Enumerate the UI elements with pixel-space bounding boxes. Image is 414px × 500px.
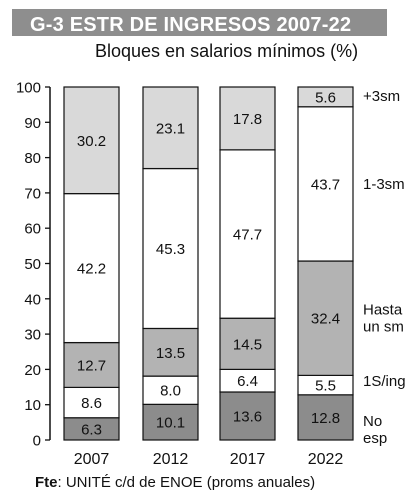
- side-legend: No esp 1S/ing Hasta un sm 1-3sm +3sm: [363, 88, 406, 447]
- bar-segment-label: 13.5: [156, 345, 185, 362]
- bar-segment-label: 5.5: [315, 378, 336, 395]
- legend-label-line: 1-3sm: [363, 176, 405, 193]
- bar-segment: [63, 86, 120, 195]
- bar-segment: [297, 86, 354, 108]
- chart-title: G-3 ESTR DE INGRESOS 2007-22: [30, 14, 352, 36]
- bar-segment-label: 6.4: [237, 373, 258, 390]
- y-tick-label: 80: [24, 150, 41, 167]
- bar-segment: [142, 403, 199, 441]
- bar-segment-label: 8.0: [160, 383, 181, 400]
- y-tick-label: 0: [33, 433, 41, 450]
- y-axis: 0 10 20 30 40 50 60 70 80 90 100: [16, 80, 51, 450]
- chart-subtitle: Bloques en salarios mínimos (%): [95, 41, 359, 61]
- bar-segment-label: 13.6: [233, 408, 262, 425]
- bar-stack: 12.8 5.5 32.4 43.7 5.6: [297, 86, 354, 441]
- bar-segment-label: 8.6: [81, 395, 102, 412]
- bar-segment-label: 47.7: [233, 227, 262, 244]
- legend-label-line: No: [363, 413, 382, 430]
- bars-layer: 6.3 8.6 12.7 42.2 30.2 10.1 8.0 13.5 45.3 23.1 13.…: [63, 86, 354, 441]
- bar-segment-label: 30.2: [77, 133, 106, 150]
- y-tick-label: 90: [24, 115, 41, 132]
- y-tick-label: 10: [24, 397, 41, 414]
- bar-segment-label: 17.8: [233, 111, 262, 128]
- legend-label: Hasta un sm: [363, 302, 404, 336]
- y-tick-label: 50: [24, 256, 41, 273]
- legend-label: 1-3sm: [363, 176, 405, 193]
- bar-segment: [142, 167, 199, 330]
- bar-segment: [142, 86, 199, 170]
- x-tick-label: 2007: [74, 451, 110, 468]
- bar-segment: [63, 386, 120, 419]
- bar-segment: [219, 149, 276, 319]
- bar-segment: [63, 341, 120, 389]
- bar-stack: 6.3 8.6 12.7 42.2 30.2: [63, 86, 120, 441]
- x-axis: 2007 2012 2017 2022: [74, 451, 344, 468]
- title-band: G-3 ESTR DE INGRESOS 2007-22: [12, 9, 387, 36]
- bar-segment: [297, 394, 354, 441]
- bar-segment: [142, 327, 199, 377]
- bar-segment: [63, 193, 120, 344]
- y-tick-label: 30: [24, 327, 41, 344]
- legend-label: No esp: [363, 413, 387, 447]
- source-note: Fte: UNITÉ c/d de ENOE (proms anuales): [35, 474, 315, 491]
- source-text: : UNITÉ c/d de ENOE (proms anuales): [57, 474, 316, 491]
- source-prefix: Fte: [35, 474, 58, 491]
- bar-segment-label: 14.5: [233, 336, 262, 353]
- legend-label-line: un sm: [363, 319, 404, 336]
- bar-segment-label: 42.2: [77, 261, 106, 278]
- bar-segment-label: 5.6: [315, 89, 336, 106]
- bar-segment-label: 32.4: [311, 311, 340, 328]
- x-tick-label: 2012: [153, 451, 189, 468]
- y-tick-label: 60: [24, 221, 41, 238]
- x-tick-label: 2022: [308, 451, 344, 468]
- bar-segment: [219, 86, 276, 151]
- bar-segment-label: 12.7: [77, 357, 106, 374]
- legend-label-line: Hasta: [363, 302, 403, 319]
- bar-segment-label: 12.8: [311, 410, 340, 427]
- bar-segment: [219, 317, 276, 370]
- bar-segment: [297, 106, 354, 262]
- bar-segment-label: 6.3: [81, 421, 102, 438]
- y-tick-label: 20: [24, 362, 41, 379]
- legend-label-line: 1S/ing: [363, 373, 406, 390]
- legend-label-line: esp: [363, 430, 387, 447]
- y-tick-label: 100: [16, 80, 41, 97]
- legend-label: +3sm: [363, 88, 400, 105]
- bar-stack: 13.6 6.4 14.5 47.7 17.8: [219, 86, 276, 441]
- bar-stack: 10.1 8.0 13.5 45.3 23.1: [142, 86, 199, 441]
- bar-segment-label: 10.1: [156, 415, 185, 432]
- x-tick-label: 2017: [230, 451, 266, 468]
- bar-segment-label: 23.1: [156, 120, 185, 137]
- legend-label: 1S/ing: [363, 373, 406, 390]
- bar-segment-label: 43.7: [311, 176, 340, 193]
- legend-label-line: +3sm: [363, 88, 400, 105]
- bar-segment-label: 45.3: [156, 241, 185, 258]
- y-tick-label: 70: [24, 185, 41, 202]
- y-tick-label: 40: [24, 291, 41, 308]
